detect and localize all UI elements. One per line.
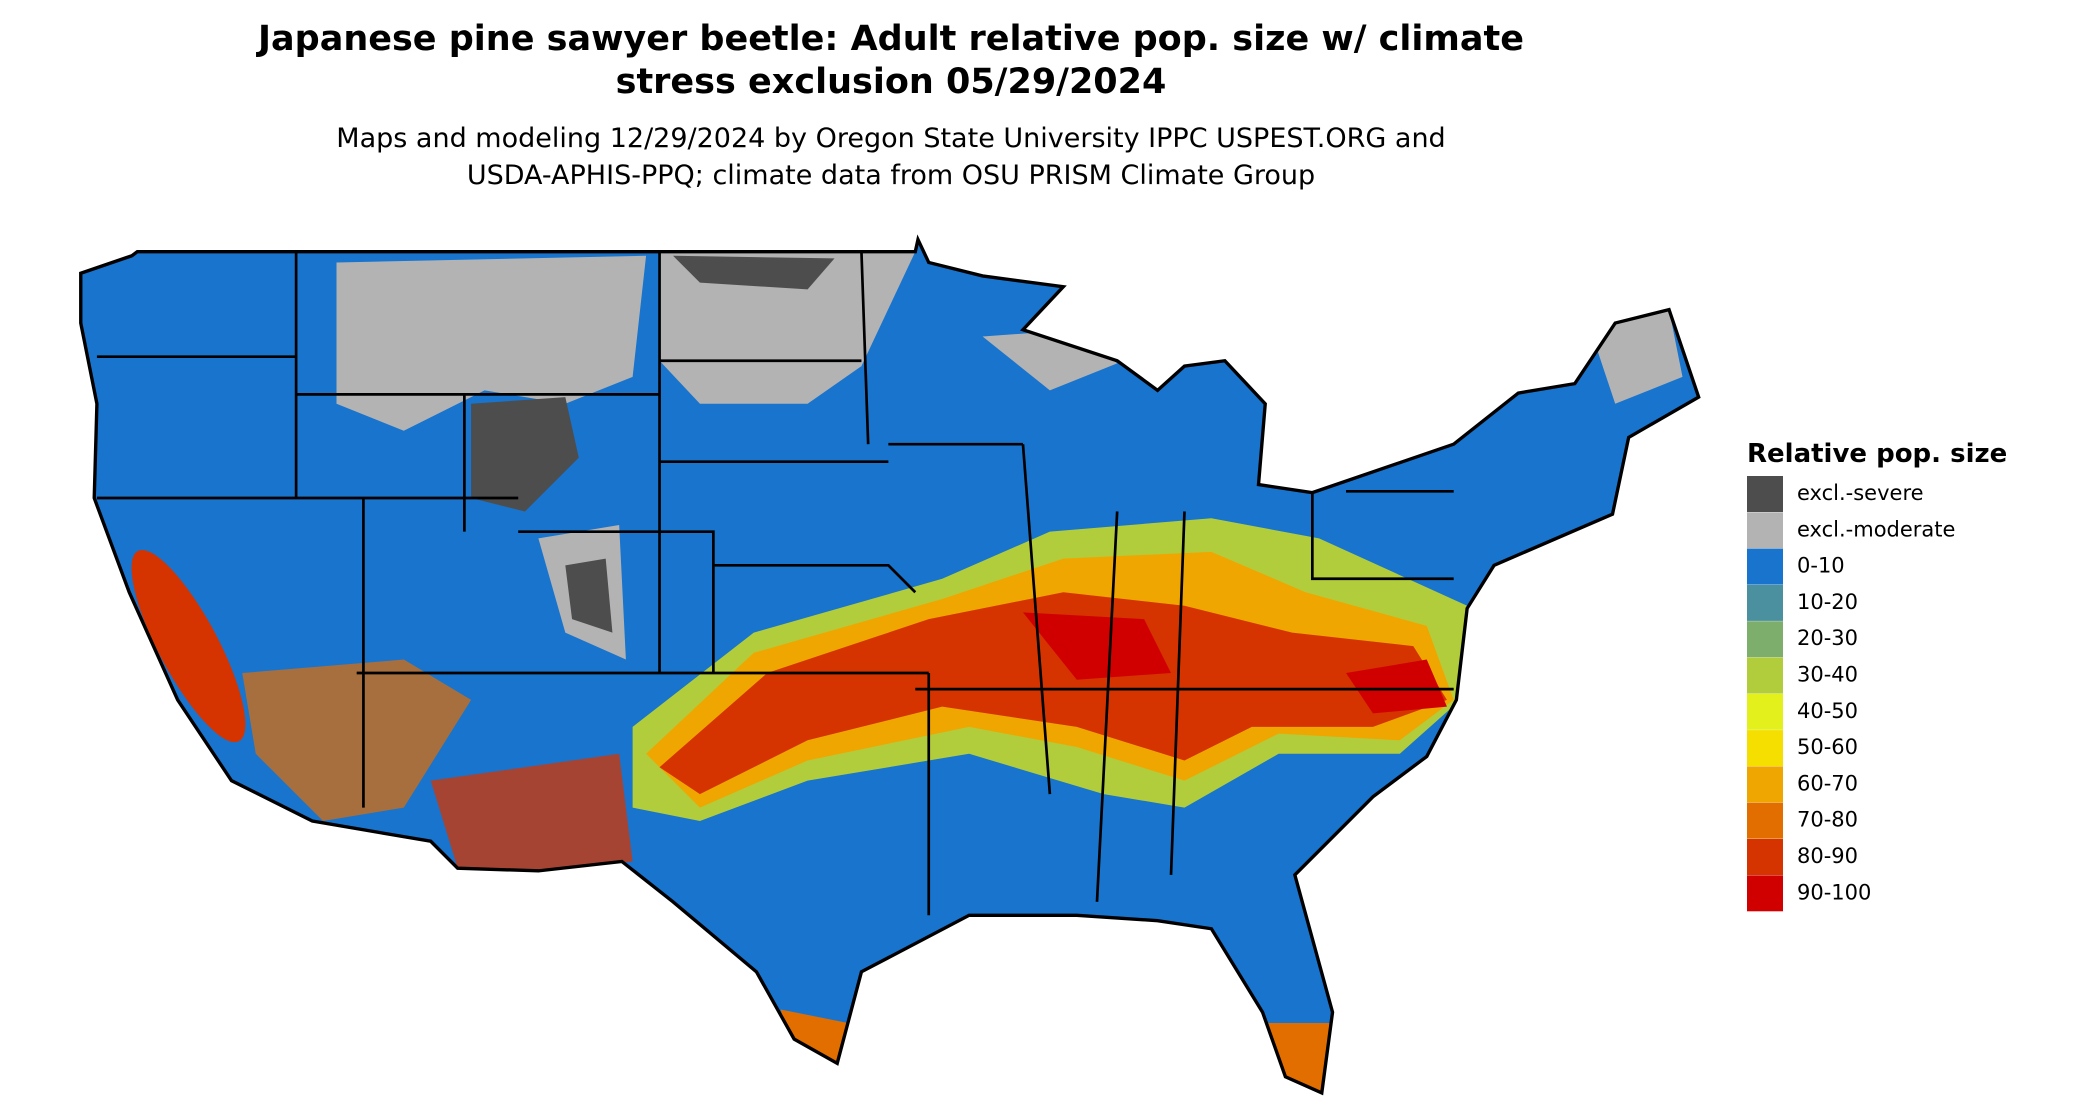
exclusion-zone	[336, 255, 647, 431]
suitability-band	[131, 549, 246, 743]
title: stress exclusion 05/29/2024	[616, 62, 1167, 102]
exclusion-zone	[565, 558, 613, 633]
legend-swatch	[1747, 802, 1783, 839]
heat-layers	[131, 251, 1683, 1093]
legend-label: excl.-moderate	[1797, 517, 1955, 541]
legend: excl.-severe excl.-moderate 0-10 10-20 20-30…	[1747, 476, 1955, 912]
legend-swatch	[1747, 548, 1783, 585]
legend-title: Relative pop. size	[1747, 439, 2007, 469]
exclusion-zone	[471, 397, 579, 512]
legend-label: excl.-severe	[1797, 481, 1924, 505]
suitability-band	[659, 592, 1447, 795]
legend-swatch	[1747, 766, 1783, 803]
title: Japanese pine sawyer beetle: Adult relat…	[256, 19, 1524, 59]
legend-swatch	[1747, 584, 1783, 621]
suitability-band	[1022, 612, 1447, 714]
map	[79, 237, 1701, 1095]
exclusion-zone	[659, 251, 916, 404]
exclusion-zone	[1588, 309, 1683, 404]
exclusion-zone	[673, 255, 835, 290]
state-borders	[96, 251, 1454, 916]
legend-label: 20-30	[1797, 626, 1858, 650]
suitability-band	[780, 1009, 1333, 1093]
legend-swatch	[1747, 693, 1783, 730]
suitability-band	[430, 753, 633, 871]
subtitle: USDA-APHIS-PPQ; climate data from OSU PR…	[467, 160, 1315, 191]
legend-swatch	[1747, 621, 1783, 658]
legend-swatch	[1747, 839, 1783, 875]
legend-label: 0-10	[1797, 554, 1845, 578]
legend-label: 80-90	[1797, 844, 1858, 868]
legend-swatch	[1747, 512, 1783, 549]
legend-swatch	[1747, 657, 1783, 694]
legend-label: 30-40	[1797, 663, 1858, 687]
legend-swatch	[1747, 875, 1783, 912]
legend-label: 70-80	[1797, 808, 1858, 832]
legend-label: 60-70	[1797, 771, 1858, 795]
legend-label: 90-100	[1797, 880, 1871, 904]
legend-label: 40-50	[1797, 699, 1858, 723]
suitability-band	[242, 659, 472, 822]
subtitle: Maps and modeling 12/29/2024 by Oregon S…	[336, 123, 1445, 154]
legend-swatch	[1747, 476, 1783, 512]
legend-swatch	[1747, 730, 1783, 767]
legend-label: 50-60	[1797, 735, 1858, 759]
legend-label: 10-20	[1797, 590, 1858, 614]
